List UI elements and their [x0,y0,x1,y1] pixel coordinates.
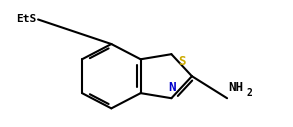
Text: NH: NH [229,82,243,94]
Text: S: S [179,55,186,68]
Text: N: N [168,81,176,94]
Text: 2: 2 [247,88,253,98]
Text: EtS: EtS [16,14,37,25]
